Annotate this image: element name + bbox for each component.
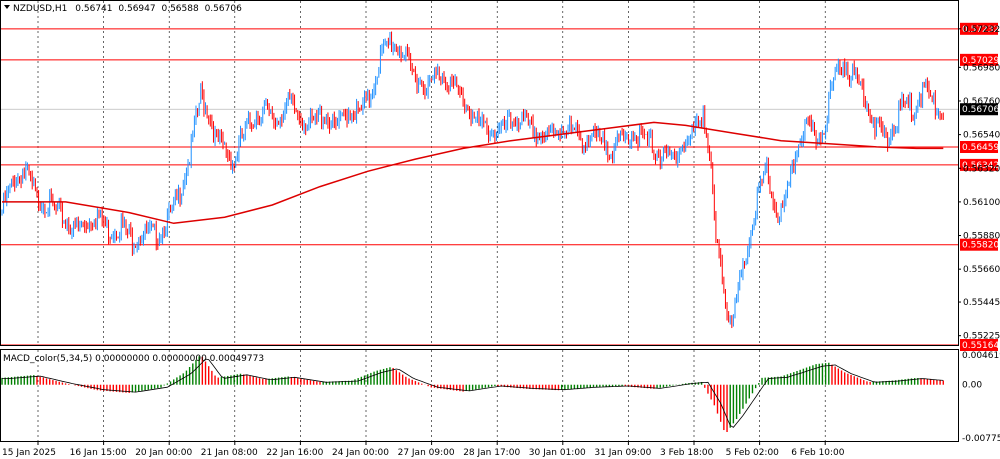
x-tick-label: 3 Feb 18:00 bbox=[660, 448, 714, 458]
x-tick-label: 15 Jan 2025 bbox=[2, 448, 56, 458]
price-level-tag bbox=[960, 238, 998, 251]
y-tick-label: 0.55445 bbox=[963, 298, 1000, 308]
y-tick-label: 0.56540 bbox=[963, 131, 1000, 141]
price-levels: 0.57232 0.57029 0.56459 0.56342 0.55820 0.551… bbox=[0, 22, 999, 351]
candles bbox=[1, 31, 944, 329]
x-tick-label: 31 Jan 09:00 bbox=[594, 448, 651, 458]
y-tick-label: 0.55880 bbox=[963, 232, 1000, 242]
main-frame bbox=[0, 0, 959, 346]
chart-header: NZDUSD,H1 0.56741 0.56947 0.56588 0.5670… bbox=[4, 4, 242, 14]
x-tick-label: 16 Jan 15:00 bbox=[70, 448, 127, 458]
header-close: 0.56706 bbox=[205, 4, 242, 14]
header-high: 0.56947 bbox=[118, 4, 155, 14]
x-tick-label: 6 Feb 10:00 bbox=[791, 448, 845, 458]
x-tick-label: 5 Feb 02:00 bbox=[726, 448, 780, 458]
x-tick-label: 28 Jan 17:00 bbox=[463, 448, 520, 458]
x-tick-label: 22 Jan 16:00 bbox=[266, 448, 323, 458]
y-tick-label: 0.57232 bbox=[963, 25, 1000, 35]
y-tick-label: 0.56760 bbox=[963, 97, 1000, 107]
price-level-tag bbox=[960, 22, 998, 35]
x-tick-label: 30 Jan 01:00 bbox=[529, 448, 586, 458]
price-level-tag bbox=[960, 141, 998, 154]
price-level-tag bbox=[960, 53, 998, 66]
chart-grid bbox=[37, 1, 826, 441]
x-tick-label: 20 Jan 00:00 bbox=[135, 448, 192, 458]
macd-tick-label: 0.00 bbox=[962, 381, 982, 391]
y-tick-label: 0.55225 bbox=[963, 332, 1000, 342]
moving-average-line bbox=[2, 121, 944, 225]
price-level-label: 0.56342 bbox=[962, 161, 999, 171]
y-tick-label: 0.55660 bbox=[963, 265, 1000, 275]
macd-label: MACD_color(5,34,5) 0.00000000 0.00000000… bbox=[3, 354, 264, 364]
macd-signal-line bbox=[2, 358, 944, 428]
current-price-label: 0.56706 bbox=[962, 105, 999, 115]
x-tick-label: 24 Jan 00:00 bbox=[332, 448, 389, 458]
price-level-tag bbox=[960, 339, 998, 351]
y-tick-label: 0.56980 bbox=[963, 63, 1000, 73]
macd-tick-label: -0.0077575 bbox=[962, 434, 1000, 444]
price-level-label: 0.55820 bbox=[962, 241, 999, 251]
header-low: 0.56588 bbox=[161, 4, 198, 14]
svg-text:NZDUSD,H1 0.56741: NZDUSD,H1 0.56741 0.56947 0.56588 0.5670… bbox=[13, 4, 242, 14]
macd-panel bbox=[1, 356, 944, 433]
price-level-label: 0.57232 bbox=[962, 25, 999, 35]
price-level-label: 0.55164 bbox=[962, 341, 999, 351]
header-open: 0.56741 bbox=[75, 4, 112, 14]
header-symbol: NZDUSD,H1 bbox=[13, 4, 67, 14]
macd-frame bbox=[0, 349, 959, 442]
chevron-down-icon[interactable] bbox=[4, 5, 10, 9]
x-tick-label: 21 Jan 08:00 bbox=[201, 448, 258, 458]
x-tick-label: 27 Jan 09:00 bbox=[398, 448, 455, 458]
price-level-label: 0.57029 bbox=[962, 56, 999, 66]
y-tick-label: 0.56320 bbox=[963, 164, 1000, 174]
macd-tick-label: 0.0046198 bbox=[962, 351, 1000, 361]
price-level-tag bbox=[960, 158, 998, 171]
y-tick-label: 0.56100 bbox=[963, 198, 1000, 208]
price-level-label: 0.56459 bbox=[962, 143, 999, 153]
current-price-tag bbox=[960, 103, 998, 116]
